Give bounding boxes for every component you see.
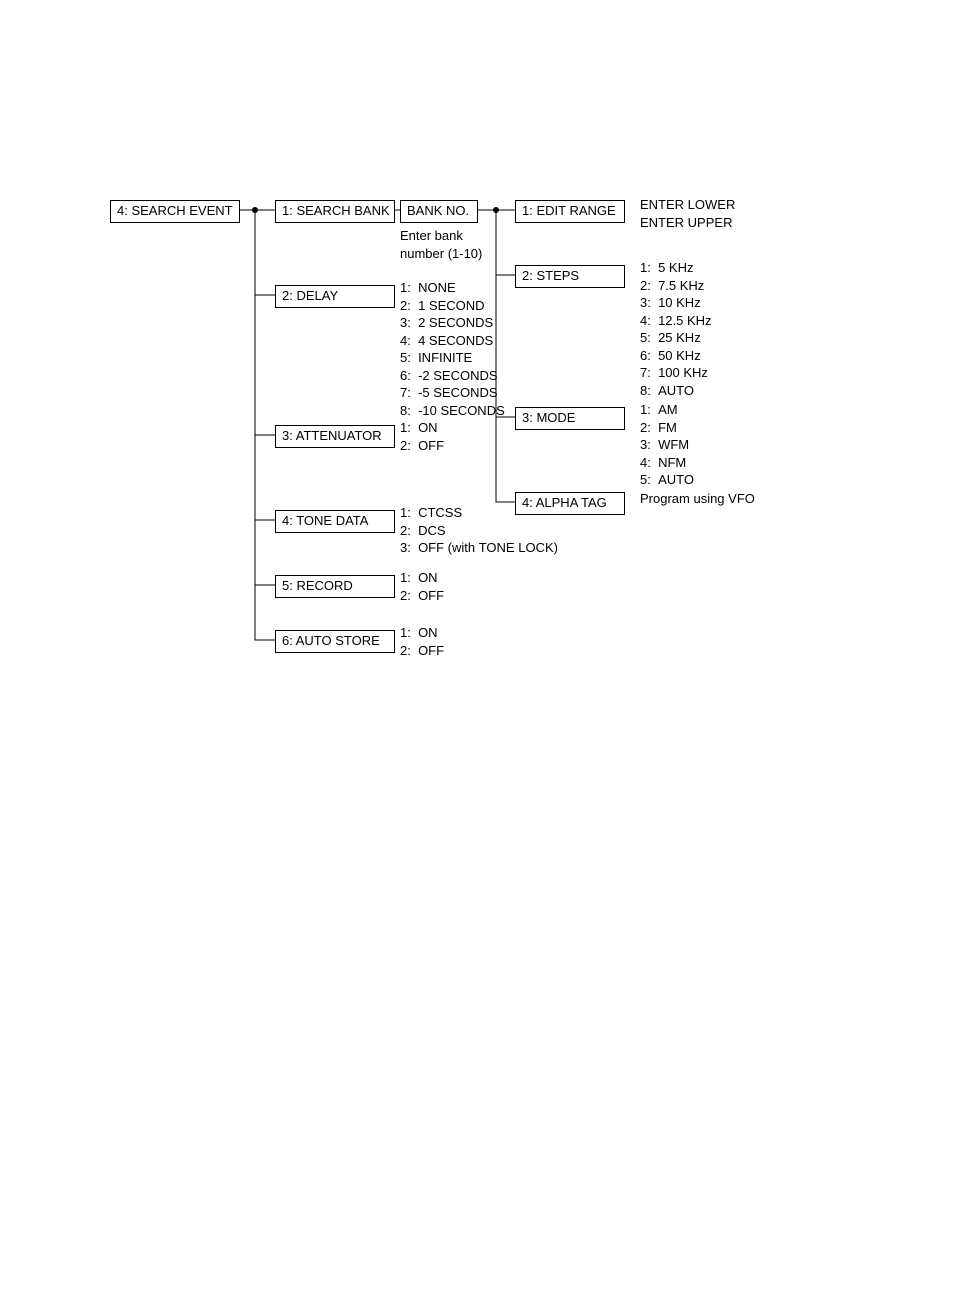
node-tone-data: 4: TONE DATA: [275, 510, 395, 533]
connector-lines: [0, 0, 954, 1297]
node-steps: 2: STEPS: [515, 265, 625, 288]
node-bank-no: BANK NO.: [400, 200, 478, 223]
text-tone-data-options: 1: CTCSS2: DCS3: OFF (with TONE LOCK): [400, 504, 558, 557]
text-delay-options: 1: NONE2: 1 SECOND3: 2 SECONDS4: 4 SECON…: [400, 279, 505, 419]
text-steps-options: 1: 5 KHz2: 7.5 KHz3: 10 KHz4: 12.5 KHz5:…: [640, 259, 712, 399]
text-bank-note: Enter banknumber (1-10): [400, 227, 482, 262]
node-delay: 2: DELAY: [275, 285, 395, 308]
text-auto-store-options: 1: ON2: OFF: [400, 624, 444, 659]
menu-tree-diagram: 4: SEARCH EVENT 1: SEARCH BANK BANK NO. …: [0, 0, 954, 1297]
node-edit-range: 1: EDIT RANGE: [515, 200, 625, 223]
node-auto-store: 6: AUTO STORE: [275, 630, 395, 653]
node-mode: 3: MODE: [515, 407, 625, 430]
node-search-event: 4: SEARCH EVENT: [110, 200, 240, 223]
node-attenuator: 3: ATTENUATOR: [275, 425, 395, 448]
text-edit-range-options: ENTER LOWERENTER UPPER: [640, 196, 735, 231]
text-record-options: 1: ON2: OFF: [400, 569, 444, 604]
text-alpha-tag-options: Program using VFO: [640, 490, 755, 508]
node-record: 5: RECORD: [275, 575, 395, 598]
text-mode-options: 1: AM2: FM3: WFM4: NFM5: AUTO: [640, 401, 694, 489]
text-attenuator-options: 1: ON2: OFF: [400, 419, 444, 454]
node-search-bank: 1: SEARCH BANK: [275, 200, 395, 223]
